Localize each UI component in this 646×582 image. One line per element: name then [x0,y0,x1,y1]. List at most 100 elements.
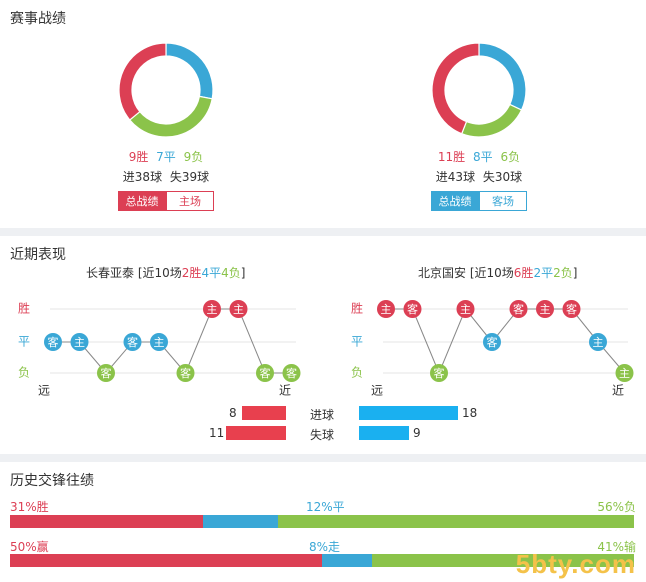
home-match-venue-label: 主 [207,303,218,316]
away-goals-against: 失30球 [482,170,523,184]
away-goals-bar [359,406,458,420]
goals-label: 进球 [310,408,335,422]
home-match-marker[interactable] [70,333,89,351]
home-tab-venue[interactable]: 主场 [166,191,214,211]
home-match-venue-label: 客 [286,366,297,380]
away-axis-near-label: 近 [612,384,624,398]
away-recent-suffix: ] [572,266,578,280]
home-recent-header: 长春亚泰 [近10场2胜4平4负] [86,264,245,281]
home-match-marker[interactable] [44,333,62,351]
away-match-marker[interactable] [536,300,554,318]
home-match-marker[interactable] [123,333,142,351]
home-match-venue-label: 客 [127,335,138,349]
away-match-marker[interactable] [377,300,395,318]
away-record-line: 11胜 8平 6负 [399,148,559,165]
away-match-marker[interactable] [403,300,422,318]
history-row2-win-bar [10,554,322,567]
history-row1-loss-bar [278,515,634,528]
home-record-donut [118,42,214,138]
home-record-tabs: 总战绩 主场 [86,191,246,211]
home-match-marker[interactable] [229,300,248,318]
away-team-name: 北京国安 [418,266,467,280]
away-match-venue-label: 主 [619,367,630,380]
away-match-marker[interactable] [430,364,448,382]
away-row-label-draw: 平 [351,335,363,349]
home-donut-loss-slice [128,95,213,138]
home-form-segment [185,308,213,374]
home-wins: 9胜 [128,150,149,164]
away-recent-wins: 6胜 [513,266,534,280]
home-team-name: 长春亚泰 [86,266,135,280]
home-row-label-win: 胜 [18,301,30,316]
home-match-venue-label: 客 [48,335,59,349]
away-tab-total[interactable]: 总战绩 [431,191,479,211]
home-axis-near-label: 近 [279,384,291,398]
home-match-marker[interactable] [203,300,221,318]
home-recent-suffix: ] [240,266,246,280]
away-goals-value: 18 [462,406,478,420]
away-conceded-value: 9 [413,426,421,440]
home-recent-draws: 4平 [201,266,222,280]
home-match-marker[interactable] [282,364,301,382]
recent-title: 近期表现 [10,247,66,263]
away-match-venue-label: 客 [513,302,524,316]
home-row-label-loss: 负 [18,366,30,380]
home-match-marker[interactable] [256,364,274,382]
home-match-marker[interactable] [176,364,195,382]
away-match-venue-label: 客 [566,302,577,316]
home-match-venue-label: 主 [233,303,244,316]
away-goals-for: 进43球 [435,170,476,184]
history-row1-draw-bar [203,515,279,528]
home-goals-value: 8 [229,406,237,420]
record-panel: 赛事战绩 9胜 7平 9负 进38球 失39球 总战绩 主场 11胜 8平 6负… [0,0,646,228]
away-match-marker[interactable] [456,300,475,318]
away-donut-win-slice [431,42,480,135]
home-record-line: 9胜 7平 9负 [86,148,246,165]
home-match-venue-label: 客 [180,366,191,380]
away-draws: 8平 [473,150,493,164]
away-record-donut [431,42,527,138]
history-row1-win-label: 31%胜 [10,500,49,514]
away-row-label-loss: 负 [351,366,363,380]
away-match-marker[interactable] [509,300,528,318]
away-match-marker[interactable] [483,333,501,351]
away-axis-far-label: 远 [371,384,383,398]
home-tab-total[interactable]: 总战绩 [118,191,166,211]
history-title: 历史交锋往绩 [10,473,94,489]
away-match-venue-label: 客 [407,302,418,316]
home-draws: 7平 [156,150,176,164]
record-title: 赛事战绩 [10,11,66,27]
history-row1-loss-label: 56%负 [597,500,636,514]
history-panel: 历史交锋往绩 31%胜 12%平 56%负 50%赢 8%走 41%输 5bty… [0,462,646,582]
recent-form-chart: 胜平负客 主客客 主客主 主客 客远 近胜平负主 客客主客客主客主主远近 [18,300,634,398]
away-donut-loss-slice [460,103,523,138]
away-match-marker[interactable] [615,364,634,382]
away-losses: 6负 [500,150,521,164]
home-recent-wins: 2胜 [181,266,202,280]
away-match-venue-label: 主 [460,303,471,316]
away-match-venue-label: 主 [593,336,604,349]
home-goals-bar [242,406,286,420]
history-row1-draw-label: 12%平 [306,500,345,514]
away-recent-draws: 2平 [533,266,554,280]
away-match-venue-label: 客 [487,335,498,349]
away-match-venue-label: 客 [434,366,445,380]
home-match-marker[interactable] [97,364,115,382]
home-recent-losses: 4负 [221,266,241,280]
recent-form-panel: 近期表现 长春亚泰 [近10场2胜4平4负] 北京国安 [近10场6胜2平2负]… [0,236,646,454]
away-wins: 11胜 [437,150,466,164]
home-goals-for: 进38球 [122,170,163,184]
site-watermark: 5bty.com [515,549,636,579]
away-recent-header: 北京国安 [近10场6胜2平2负] [418,264,577,281]
history-row2-draw-label: 8%走 [309,540,341,554]
away-match-venue-label: 主 [381,303,392,316]
home-conceded-bar [225,426,286,440]
home-match-marker[interactable] [150,333,168,351]
away-match-marker[interactable] [589,333,607,351]
away-goals-line: 进43球 失30球 [399,168,559,185]
history-row1-win-bar [10,515,204,528]
away-recent-losses: 2负 [553,266,573,280]
away-match-marker[interactable] [562,300,581,318]
away-tab-venue[interactable]: 客场 [479,191,527,211]
away-form-segment [412,308,440,374]
